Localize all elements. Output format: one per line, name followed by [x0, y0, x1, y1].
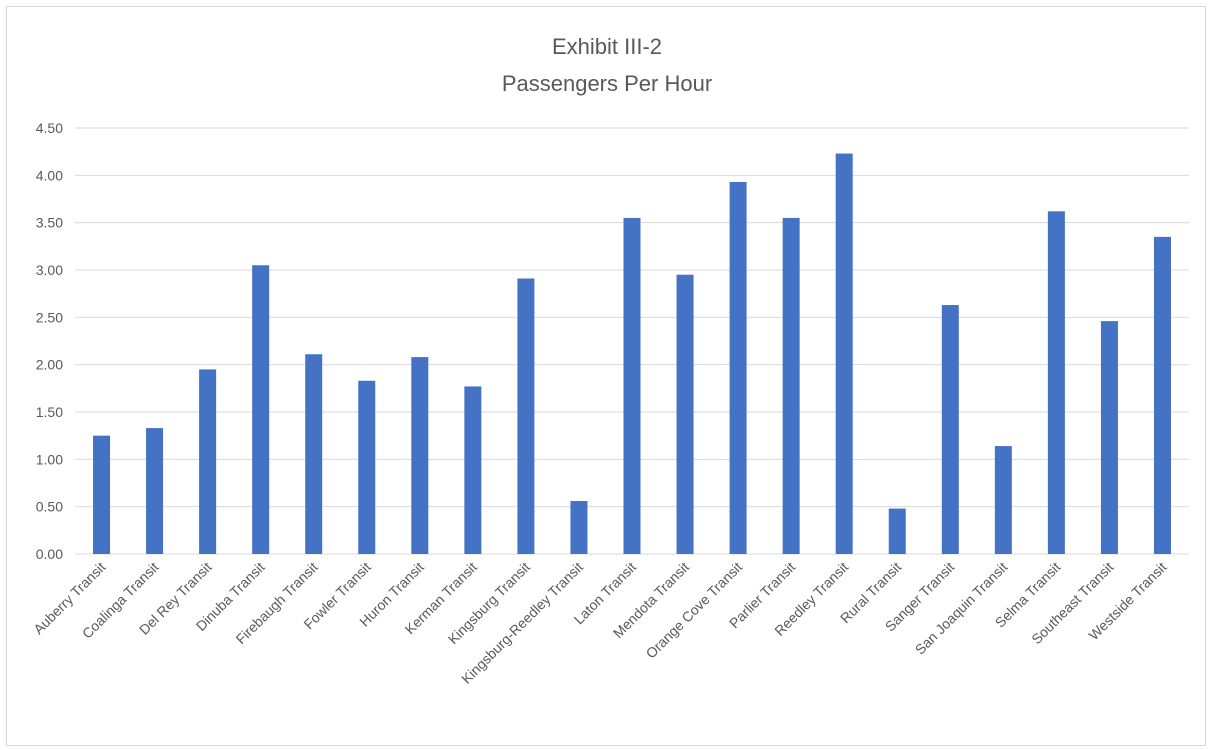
bar [305, 354, 323, 554]
bar-chart: Exhibit III-2 Passengers Per Hour 0.000.… [30, 34, 1189, 687]
y-tick-label: 1.00 [36, 451, 63, 467]
bars [93, 153, 1171, 554]
y-tick-label: 0.00 [36, 546, 63, 562]
bar [464, 386, 482, 554]
bar [729, 181, 747, 554]
y-tick-label: 2.50 [36, 309, 63, 325]
y-tick-label: 2.00 [36, 357, 63, 373]
bar [358, 380, 376, 554]
bar [623, 217, 641, 554]
chart-frame: Exhibit III-2 Passengers Per Hour 0.00 0.… [6, 6, 1206, 746]
bar [1153, 236, 1171, 554]
chart-subtitle: Passengers Per Hour [502, 71, 712, 96]
bar [994, 446, 1012, 554]
bar [411, 357, 429, 554]
x-category-label: San Joaquin Transit [912, 559, 1011, 658]
bar [888, 508, 906, 554]
y-tick-label: 3.00 [36, 262, 63, 278]
bar [941, 305, 959, 554]
bar [1100, 321, 1118, 554]
bar [252, 265, 270, 554]
y-axis-tick-labels: 0.00 0.50 1.00 1.50 2.00 2.50 3.00 3.50 4.00 4.50 [36, 120, 63, 562]
y-tick-label: 4.50 [36, 120, 63, 136]
bar [570, 500, 588, 554]
bar [199, 369, 217, 554]
bar [1047, 211, 1065, 554]
bar [676, 274, 694, 554]
bar [93, 435, 111, 554]
x-category-label: Orange Cove Transit [643, 559, 746, 662]
bar [835, 153, 853, 554]
y-tick-label: 4.00 [36, 167, 63, 183]
y-tick-label: 0.50 [36, 499, 63, 515]
y-tick-label: 3.50 [36, 215, 63, 231]
y-tick-label: 1.50 [36, 404, 63, 420]
chart-title: Exhibit III-2 [552, 34, 662, 59]
bar [782, 217, 800, 554]
bar [517, 278, 535, 554]
bar [146, 428, 164, 554]
